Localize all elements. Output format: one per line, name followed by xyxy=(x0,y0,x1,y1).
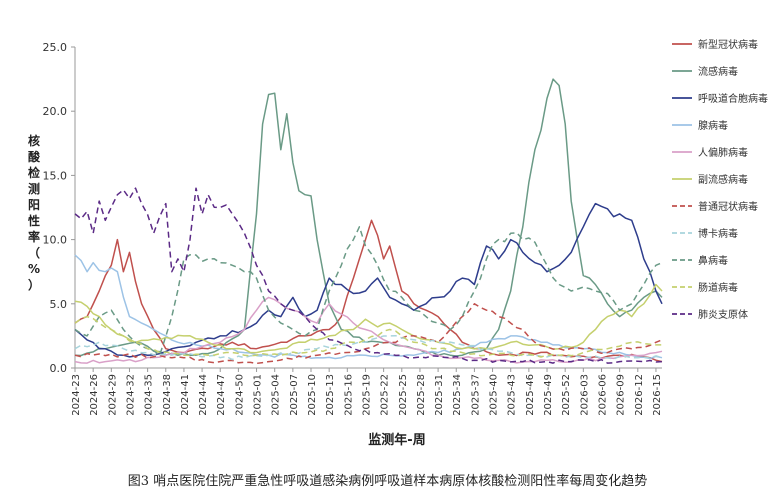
y-tick-label: 15.0 xyxy=(43,169,68,182)
series-line-5 xyxy=(74,283,663,354)
y-tick-label: 25.0 xyxy=(43,41,68,54)
legend-label: 鼻病毒 xyxy=(698,254,728,267)
x-tick-label: 2024-41 xyxy=(180,374,191,416)
y-tick-label: 0.0 xyxy=(50,362,68,375)
legend-label: 腺病毒 xyxy=(698,119,728,132)
x-tick-label: 2024-32 xyxy=(125,374,136,416)
x-axis-title: 监测年-周 xyxy=(368,432,425,448)
legend-label: 肺炎支原体 xyxy=(698,309,748,321)
x-tick-label: 2025-28 xyxy=(416,374,427,416)
x-tick-label: 2026-06 xyxy=(597,374,608,416)
series-line-10 xyxy=(74,187,663,364)
x-tick-label: 2024-44 xyxy=(198,374,209,416)
x-tick-label: 2024-38 xyxy=(162,374,173,416)
x-tick-label: 2025-13 xyxy=(325,374,336,416)
x-tick-label: 2024-29 xyxy=(107,374,118,416)
x-tick-label: 2025-31 xyxy=(434,374,445,416)
x-tick-label: 2025-22 xyxy=(380,374,391,416)
legend-label: 呼吸道合胞病毒 xyxy=(698,92,768,105)
series-line-1 xyxy=(74,78,663,357)
series-line-2 xyxy=(74,202,663,358)
x-tick-label: 2026-09 xyxy=(616,374,627,416)
x-tick-label: 2025-25 xyxy=(398,374,409,416)
series-line-7 xyxy=(74,334,663,361)
legend-label: 新型冠状病毒 xyxy=(698,38,758,51)
series-line-6 xyxy=(74,303,663,365)
legend-label: 人偏肺病毒 xyxy=(698,146,748,159)
x-tick-label: 2025-37 xyxy=(470,374,481,416)
legend-label: 普通冠状病毒 xyxy=(698,200,758,213)
series-line-4 xyxy=(74,296,663,364)
x-tick-label: 2024-50 xyxy=(234,374,245,416)
x-tick-label: 2025-49 xyxy=(543,374,554,416)
series-line-0 xyxy=(74,219,663,363)
x-tick-label: 2025-07 xyxy=(289,374,300,416)
x-tick-label: 2025-19 xyxy=(361,374,372,416)
legend-label: 肠道病毒 xyxy=(698,281,738,294)
figure-caption: 图3 哨点医院住院严重急性呼吸道感染病例呼吸道样本病原体核酸检测阳性率每周变化趋… xyxy=(127,474,648,489)
series-line-9 xyxy=(74,315,662,358)
x-tick-label: 2025-10 xyxy=(307,374,318,416)
x-tick-label: 2025-16 xyxy=(343,374,354,416)
y-axis-title: 核酸检测阳性率（%） xyxy=(27,133,41,292)
x-tick-label: 2025-43 xyxy=(507,374,518,416)
legend-label: 流感病毒 xyxy=(698,65,738,78)
x-tick-label: 2025-40 xyxy=(489,374,500,416)
x-tick-label: 2025-04 xyxy=(271,374,282,416)
x-tick-label: 2025-34 xyxy=(452,374,463,416)
x-tick-label: 2025-01 xyxy=(253,374,264,416)
x-tick-label: 2024-26 xyxy=(89,374,100,416)
x-tick-label: 2026-12 xyxy=(634,374,645,416)
x-tick-label: 2025-46 xyxy=(525,374,536,416)
x-tick-label: 2025-52 xyxy=(561,374,572,416)
x-tick-label: 2024-23 xyxy=(71,374,82,416)
x-tick-label: 2026-15 xyxy=(652,374,663,416)
series-line-8 xyxy=(74,226,663,356)
y-tick-label: 5.0 xyxy=(50,298,68,311)
y-tick-label: 10.0 xyxy=(43,234,68,247)
x-tick-label: 2024-35 xyxy=(144,374,155,416)
x-tick-label: 2026-03 xyxy=(579,374,590,416)
legend-label: 副流感病毒 xyxy=(698,173,748,186)
legend-label: 博卡病毒 xyxy=(698,227,738,240)
x-tick-label: 2024-47 xyxy=(216,374,227,416)
y-tick-label: 20.0 xyxy=(43,105,68,118)
